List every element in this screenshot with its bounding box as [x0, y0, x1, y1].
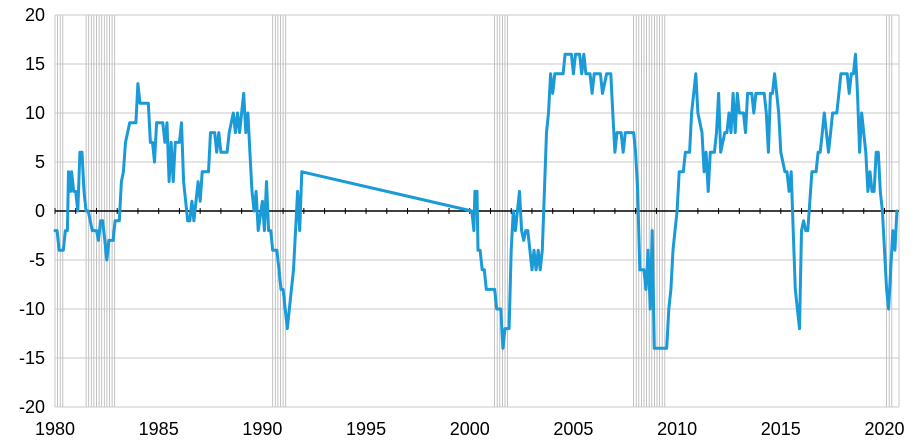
y-tick-label: 20: [25, 5, 45, 25]
x-tick-label: 2005: [553, 419, 593, 439]
x-tick-label: 1980: [35, 419, 75, 439]
x-tick-label: 2000: [450, 419, 490, 439]
y-tick-label: 15: [25, 54, 45, 74]
gridlines: [54, 14, 900, 408]
x-tick-label: 1990: [242, 419, 282, 439]
y-tick-label: 5: [35, 152, 45, 172]
y-tick-label: 10: [25, 103, 45, 123]
y-tick-label: -5: [29, 250, 45, 270]
y-tick-label: -10: [19, 299, 45, 319]
x-tick-label: 2020: [864, 419, 904, 439]
y-tick-label: 0: [35, 201, 45, 221]
x-tick-label: 1985: [139, 419, 179, 439]
series-polyline: [53, 52, 899, 350]
x-tick-label: 1995: [346, 419, 386, 439]
y-axis-ticks: 20 15 10 5 0 -5 -10 -15 -20: [19, 5, 45, 417]
x-axis-ticks: 1980 1985 1990 1995 2000 2005 2010 2015 2020: [35, 419, 905, 439]
y-tick-label: -20: [19, 397, 45, 417]
x-tick-label: 2015: [761, 419, 801, 439]
series-line: [53, 52, 899, 350]
y-tick-label: -15: [19, 348, 45, 368]
x-tick-label: 2010: [657, 419, 697, 439]
